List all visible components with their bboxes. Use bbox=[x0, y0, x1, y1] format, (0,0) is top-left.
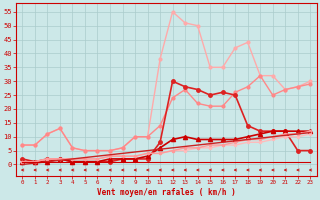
X-axis label: Vent moyen/en rafales ( km/h ): Vent moyen/en rafales ( km/h ) bbox=[97, 188, 236, 197]
